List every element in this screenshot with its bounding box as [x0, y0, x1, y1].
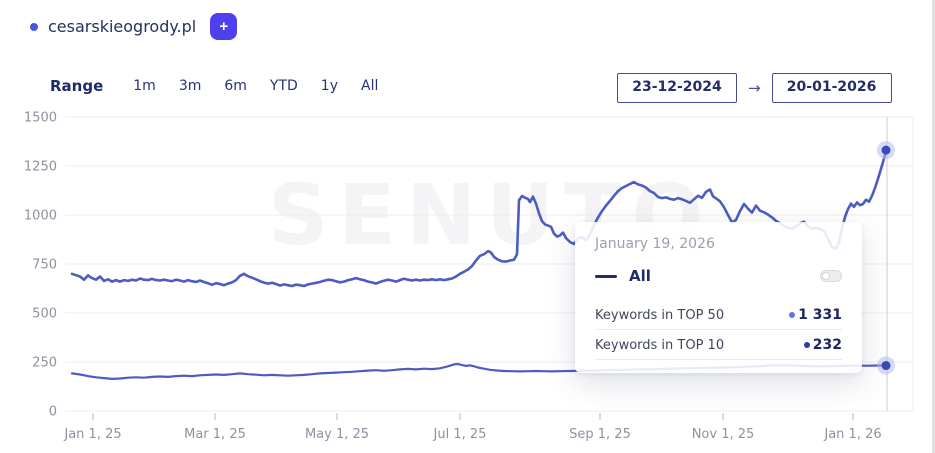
series-dot-icon — [789, 312, 796, 318]
y-axis-label: 1500 — [24, 111, 57, 126]
tooltip-row: Keywords in TOP 50 1 331 — [595, 300, 842, 330]
tooltip-row: Keywords in TOP 10 232 — [595, 330, 842, 360]
y-axis-label: 0 — [49, 405, 57, 420]
range-option-all[interactable]: All — [361, 78, 379, 94]
x-axis-label: Sep 1, 25 — [569, 427, 631, 442]
x-axis-label: Mar 1, 25 — [184, 427, 246, 442]
date-from-input[interactable]: 23-12-2024 — [617, 73, 737, 103]
tooltip-row-label: Keywords in TOP 50 — [595, 307, 725, 323]
y-axis-label: 1000 — [24, 209, 57, 224]
domain-name: cesarskieogrody.pl — [48, 17, 197, 36]
range-option-1y[interactable]: 1y — [320, 78, 338, 94]
y-axis-label: 750 — [32, 258, 57, 273]
series-line-0 — [70, 148, 888, 288]
range-selector: Range 1m 3m 6m YTD 1y All — [50, 77, 378, 95]
date-to-input[interactable]: 20-01-2026 — [771, 73, 892, 103]
page-edge — [932, 0, 935, 453]
date-range: 23-12-2024 → 20-01-2026 — [617, 73, 892, 103]
x-axis-label: Jan 1, 25 — [63, 427, 121, 442]
range-option-ytd[interactable]: YTD — [269, 78, 298, 94]
series-toggle[interactable] — [820, 270, 842, 282]
x-axis-label: Jul 1, 25 — [433, 427, 487, 442]
tooltip-row-label: Keywords in TOP 10 — [595, 337, 725, 353]
tooltip-rows: Keywords in TOP 50 1 331 Keywords in TOP 1… — [595, 300, 842, 360]
tooltip-date: January 19, 2026 — [595, 236, 715, 252]
range-label: Range — [50, 77, 104, 95]
arrow-right-icon: → — [748, 79, 761, 97]
x-axis-label: May 1, 25 — [305, 427, 369, 442]
add-domain-button[interactable]: + — [210, 13, 238, 40]
end-dot-1 — [881, 361, 891, 371]
range-option-3m[interactable]: 3m — [178, 78, 202, 94]
range-option-1m[interactable]: 1m — [133, 78, 156, 94]
domain-bullet-icon — [30, 22, 38, 31]
series-dash-icon — [595, 274, 617, 278]
tooltip-series-row: All — [595, 267, 842, 285]
chart-tooltip: January 19, 2026 All Keywords in TOP 50 1… — [575, 222, 862, 373]
x-axis-label: Nov 1, 25 — [692, 427, 755, 442]
series-label: All — [629, 267, 651, 285]
tooltip-row-value: 1 331 — [789, 307, 842, 323]
y-axis-label: 250 — [32, 356, 57, 371]
range-option-6m[interactable]: 6m — [224, 78, 247, 94]
tooltip-row-value: 232 — [803, 337, 842, 353]
y-axis-label: 1250 — [24, 160, 57, 175]
series-dot-icon — [803, 342, 810, 348]
toggle-knob-icon — [822, 272, 830, 280]
end-dot-0 — [881, 145, 891, 155]
domain-header: cesarskieogrody.pl + — [30, 13, 238, 40]
plus-icon: + — [219, 18, 229, 35]
x-axis-label: Jan 1, 26 — [823, 427, 881, 442]
y-axis-label: 500 — [32, 307, 57, 322]
range-options: 1m 3m 6m YTD 1y All — [133, 78, 378, 94]
